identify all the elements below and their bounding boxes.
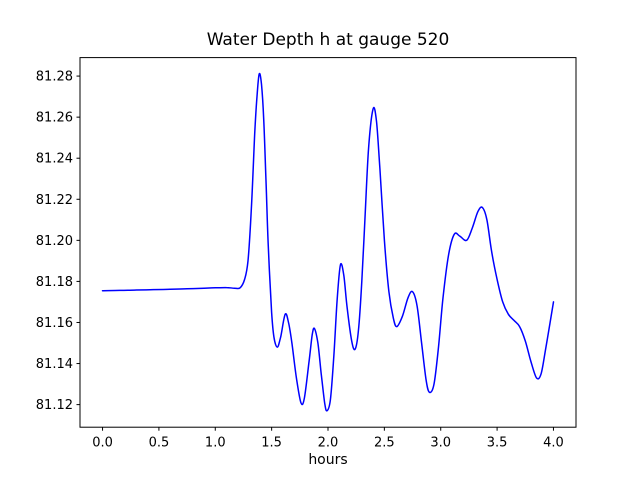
x-tick-label: 3.5 <box>487 436 508 451</box>
x-tick-label: 1.5 <box>261 436 282 451</box>
y-tick-label: 81.20 <box>36 234 73 249</box>
y-tick-label: 81.12 <box>36 398 73 413</box>
y-tick-label: 81.14 <box>36 357 73 372</box>
y-tick-label: 81.22 <box>36 193 73 208</box>
water-depth-line <box>101 72 555 412</box>
chart-title: Water Depth h at gauge 520 <box>207 30 450 50</box>
y-tick-label: 81.24 <box>36 152 73 167</box>
x-axis-label: hours <box>308 452 347 468</box>
x-tick-label: 0.0 <box>92 436 113 451</box>
x-axis-ticks: 0.0 0.5 1.0 1.5 2.0 2.5 3.0 3.5 4.0 <box>92 427 564 451</box>
plot-area <box>79 57 577 428</box>
y-tick-label: 81.28 <box>36 70 73 85</box>
x-tick-label: 2.0 <box>318 436 339 451</box>
y-tick-label: 81.18 <box>36 275 73 290</box>
x-tick-label: 1.0 <box>205 436 226 451</box>
x-tick-label: 0.5 <box>149 436 170 451</box>
x-tick-label: 3.0 <box>430 436 451 451</box>
y-tick-label: 81.26 <box>36 111 73 126</box>
y-axis-ticks: 81.12 81.14 81.16 81.18 81.20 81.22 81.24 81.26… <box>36 70 80 413</box>
x-tick-label: 2.5 <box>374 436 395 451</box>
y-tick-label: 81.16 <box>36 316 73 331</box>
x-tick-label: 4.0 <box>543 436 564 451</box>
